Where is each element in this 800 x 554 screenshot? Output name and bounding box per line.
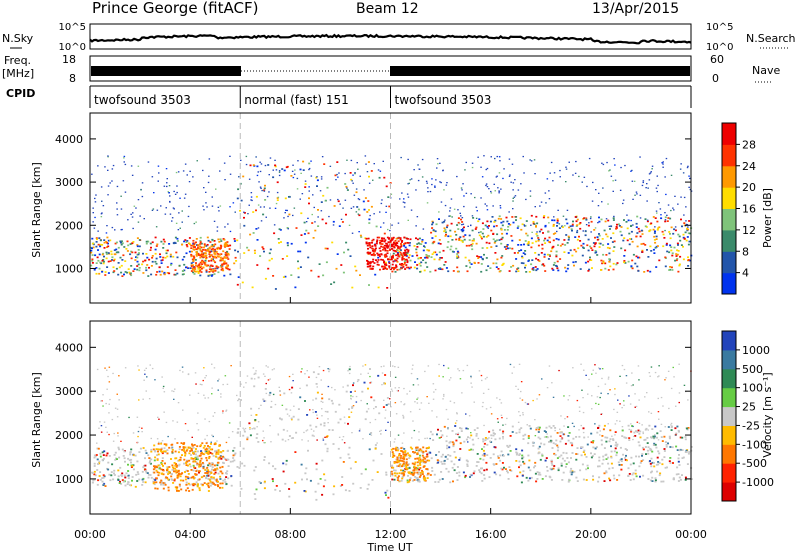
velocity-colorbar-swatch	[722, 482, 736, 502]
nave-tick-bottom: 0	[712, 72, 719, 85]
cpid-label: CPID	[6, 87, 35, 100]
y-tick-label: 3000	[55, 385, 83, 398]
y-tick-label: 4000	[55, 133, 83, 146]
x-tick-label: 04:00	[174, 528, 206, 541]
velocity-colorbar-swatch	[722, 331, 736, 351]
nsky-trace	[89, 33, 692, 45]
velocity-panel	[89, 320, 693, 515]
velocity-colorbar: -1000 -500 -100 -25 25 100 500 1000	[721, 330, 774, 502]
time-axis-label: Time UT	[366, 541, 412, 554]
nsky-tick-top: 10^5	[59, 22, 86, 33]
velocity-colorbar-tick-label: -1000	[742, 476, 774, 489]
nsky-tick-bottom: 10^0	[59, 42, 86, 53]
freq-label: Freq.	[4, 54, 31, 67]
cpid-segment-label: normal (fast) 151	[244, 93, 348, 107]
axes-layer: 1000 2000 3000 4000 1000 2000 3000 4000 00:00 04:…	[55, 133, 707, 541]
velocity-colorbar-swatch	[722, 387, 736, 408]
x-tick-label: 20:00	[575, 528, 607, 541]
velocity-colorbar-tick-label: 1000	[742, 344, 770, 357]
power-colorbar-tick-label: 16	[742, 203, 756, 216]
beam-label: Beam 12	[356, 1, 419, 17]
velocity-colorbar-swatch	[722, 406, 736, 426]
power-colorbar-swatch	[722, 165, 736, 188]
power-colorbar-tick-label: 24	[742, 160, 756, 173]
velocity-colorbar-tick-label: -25	[742, 419, 760, 432]
velocity-colorbar-label: Velocity [m s⁻¹]	[761, 372, 774, 457]
x-tick-label: 16:00	[475, 528, 507, 541]
velocity-colorbar-swatch	[722, 349, 736, 370]
y-tick-label: 4000	[55, 341, 83, 354]
nsky-label: N.Sky	[2, 32, 34, 45]
power-colorbar-label: Power [dB]	[761, 188, 774, 248]
power-colorbar-swatch	[722, 123, 736, 145]
nsearch-tick-top: 10^5	[706, 22, 733, 33]
power-colorbar-tick-label: 28	[742, 138, 756, 151]
velocity-ylabel: Slant Range [km]	[30, 372, 43, 468]
velocity-colorbar-tick-label: 500	[742, 363, 763, 376]
power-colorbar-swatch	[722, 144, 736, 167]
velocity-colorbar-swatch	[722, 444, 736, 464]
x-tick-label: 08:00	[274, 528, 306, 541]
x-tick-label: 00:00	[74, 528, 106, 541]
velocity-colorbar-tick-label: -500	[742, 457, 767, 470]
nave-tick-top: 60	[710, 53, 724, 66]
nave-label: Nave	[752, 64, 780, 77]
cpid-segment-label: twofsound 3503	[395, 93, 492, 107]
nsearch-tick-bottom: 10^0	[706, 42, 733, 53]
velocity-data-layer	[90, 321, 693, 514]
power-colorbar-swatch	[722, 229, 736, 252]
cpid-row: twofsound 3503 normal (fast) 151 twofsound…	[89, 85, 692, 108]
x-tick-label: 12:00	[375, 528, 407, 541]
velocity-colorbar-tick-label: 100	[742, 382, 763, 395]
power-colorbar: 4 8 12 16 20 24 28	[721, 122, 756, 295]
velocity-colorbar-swatch	[722, 368, 736, 389]
freq-unit: [MHz]	[2, 67, 34, 80]
power-colorbar-swatch	[722, 251, 736, 274]
y-tick-label: 2000	[55, 219, 83, 232]
power-colorbar-tick-label: 8	[742, 245, 749, 258]
freq-band-segment-1	[91, 66, 241, 76]
velocity-colorbar-swatch	[722, 463, 736, 483]
velocity-colorbar-tick-label: 25	[742, 401, 756, 414]
velocity-colorbar-tick-label: -100	[742, 438, 767, 451]
power-panel	[89, 112, 693, 304]
power-colorbar-swatch	[722, 187, 736, 209]
power-colorbar-tick-label: 4	[742, 267, 749, 280]
cpid-segment-label: twofsound 3503	[94, 93, 191, 107]
nsky-panel-frame	[89, 23, 692, 50]
x-tick-label: 00:00	[675, 528, 707, 541]
freq-band-segment-3	[390, 66, 690, 76]
power-ylabel: Slant Range [km]	[30, 162, 43, 258]
y-tick-label: 3000	[55, 176, 83, 189]
power-colorbar-tick-label: 20	[742, 181, 756, 194]
power-colorbar-swatch	[722, 272, 736, 295]
y-tick-label: 2000	[55, 429, 83, 442]
power-colorbar-swatch	[722, 208, 736, 231]
power-colorbar-tick-label: 12	[742, 224, 756, 237]
station-title: Prince George (fitACF)	[92, 0, 258, 17]
date-label: 13/Apr/2015	[592, 1, 679, 17]
nsearch-label: N.Search	[746, 32, 796, 45]
y-tick-label: 1000	[55, 262, 83, 275]
freq-tick-bottom: 8	[69, 72, 76, 85]
y-tick-label: 1000	[55, 473, 83, 486]
freq-tick-top: 18	[62, 53, 76, 66]
velocity-colorbar-swatch	[722, 425, 736, 445]
freq-panel-frame	[89, 55, 692, 82]
power-data-layer	[90, 113, 693, 303]
